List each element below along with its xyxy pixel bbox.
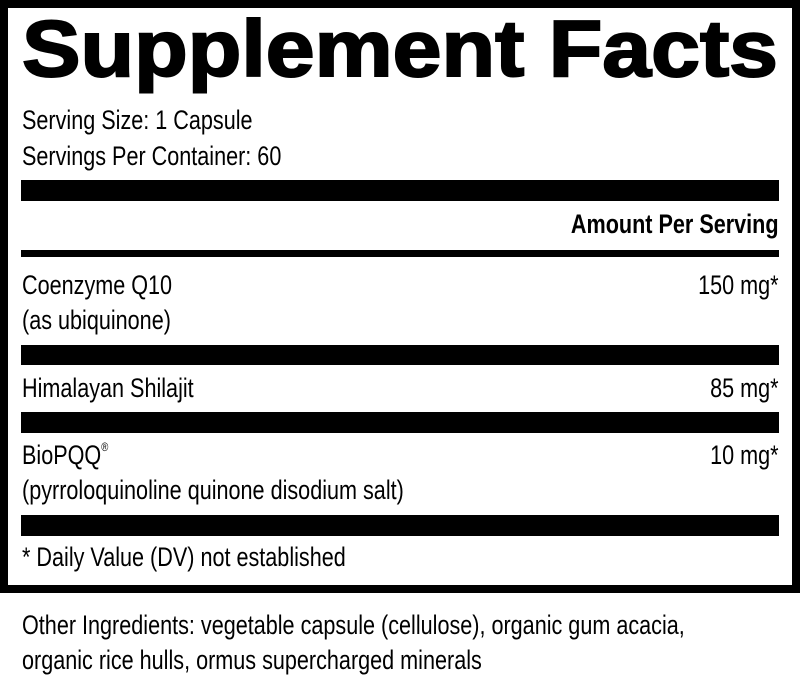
thick-divider	[21, 345, 779, 365]
ingredient-detail: (as ubiquinone)	[22, 305, 171, 335]
other-ingredients-line2: organic rice hulls, ormus supercharged m…	[22, 645, 482, 675]
thick-divider	[21, 412, 779, 433]
ingredient-name: BioPQQ	[22, 440, 102, 470]
registered-mark: ®	[101, 440, 109, 454]
thick-divider	[21, 515, 779, 536]
daily-value-footnote: * Daily Value (DV) not established	[22, 542, 346, 572]
amount-per-serving-header: Amount Per Serving	[571, 209, 779, 239]
ingredient-amount: 150 mg*	[698, 270, 779, 300]
ingredient-name-row: BioPQQ®	[22, 440, 108, 470]
ingredient-name: Himalayan Shilajit	[22, 373, 194, 403]
supplement-facts-panel	[0, 0, 800, 593]
other-ingredients-line1: Other Ingredients: vegetable capsule (ce…	[22, 610, 685, 640]
ingredient-name: Coenzyme Q10	[22, 270, 173, 300]
ingredient-amount: 10 mg*	[710, 440, 779, 470]
ingredient-detail: (pyrroloquinoline quinone disodium salt)	[22, 475, 404, 505]
servings-per-container: Servings Per Container: 60	[22, 141, 282, 171]
thin-divider	[21, 250, 779, 257]
thick-divider	[21, 180, 779, 201]
title-svg: Supplement Facts	[21, 3, 779, 94]
ingredient-amount: 85 mg*	[710, 373, 779, 403]
panel-title: Supplement Facts	[22, 4, 778, 93]
serving-size: Serving Size: 1 Capsule	[22, 105, 253, 135]
